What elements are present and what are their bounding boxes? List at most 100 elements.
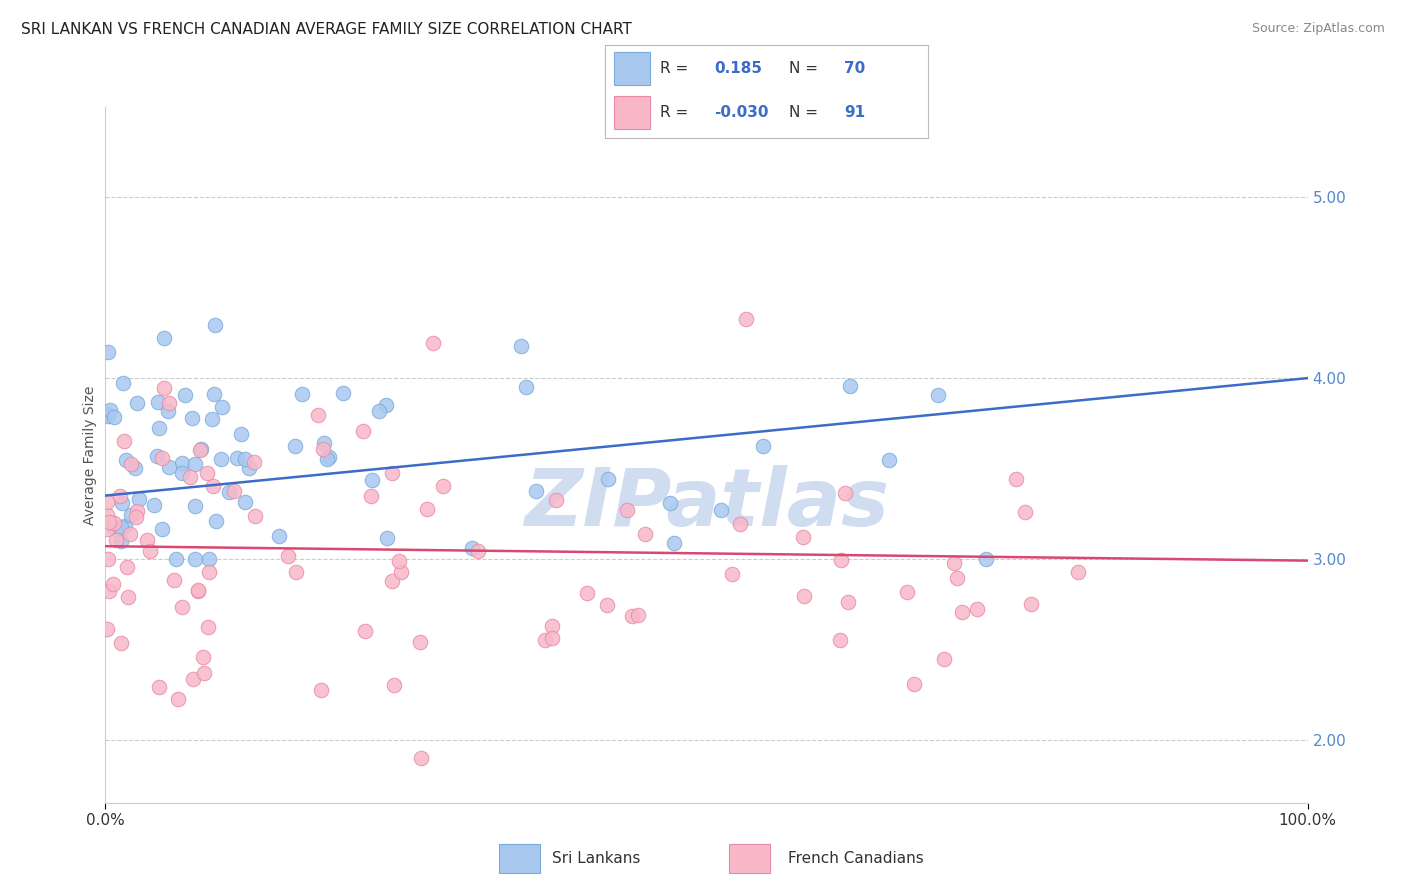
Point xyxy=(167,691,190,706)
Point xyxy=(946,571,969,585)
Point xyxy=(515,380,537,394)
Point xyxy=(730,516,752,531)
Point xyxy=(896,584,918,599)
Point xyxy=(96,522,118,536)
Point xyxy=(837,595,859,609)
Point xyxy=(509,339,531,353)
Bar xyxy=(728,844,770,873)
Point xyxy=(184,551,207,566)
Point xyxy=(165,551,187,566)
Point xyxy=(524,484,547,499)
Point xyxy=(752,438,775,452)
Point xyxy=(98,403,121,417)
Point xyxy=(291,386,314,401)
Point xyxy=(97,552,120,566)
Point xyxy=(120,508,142,522)
Point xyxy=(793,590,815,604)
Point xyxy=(97,515,120,529)
Point xyxy=(104,522,127,536)
Point xyxy=(877,453,900,467)
Point xyxy=(97,409,120,424)
Point xyxy=(634,526,657,541)
Point xyxy=(157,404,180,418)
Point xyxy=(115,560,138,574)
Point xyxy=(110,636,132,650)
Point xyxy=(197,620,219,634)
Point xyxy=(110,519,132,533)
Point xyxy=(143,498,166,512)
Point xyxy=(127,396,149,410)
Point xyxy=(96,345,118,359)
Point xyxy=(181,410,204,425)
Point xyxy=(229,426,252,441)
Point xyxy=(792,531,814,545)
Text: French Canadians: French Canadians xyxy=(787,851,924,866)
Point xyxy=(201,478,224,492)
Point xyxy=(381,467,404,481)
Point xyxy=(110,534,132,549)
Point xyxy=(710,502,733,516)
Point xyxy=(830,553,852,567)
Point xyxy=(409,750,432,764)
Point xyxy=(183,457,205,471)
Point xyxy=(114,518,136,533)
Point xyxy=(312,435,335,450)
Point xyxy=(96,508,118,522)
Point xyxy=(105,533,128,548)
Text: R =: R = xyxy=(659,105,693,120)
Point xyxy=(828,633,851,648)
Point xyxy=(96,622,118,636)
Point xyxy=(190,443,212,458)
Point xyxy=(96,495,118,509)
Point xyxy=(204,514,226,528)
Point xyxy=(204,318,226,332)
Point xyxy=(117,590,139,604)
Point xyxy=(662,535,685,549)
Point xyxy=(368,404,391,418)
Text: R =: R = xyxy=(659,62,693,77)
Point xyxy=(243,455,266,469)
Point xyxy=(191,649,214,664)
Point xyxy=(238,461,260,475)
Point xyxy=(544,493,567,508)
Y-axis label: Average Family Size: Average Family Size xyxy=(83,385,97,524)
Point xyxy=(1014,505,1036,519)
Point xyxy=(226,451,249,466)
Point xyxy=(139,544,162,558)
Point xyxy=(974,551,997,566)
Point xyxy=(381,574,404,588)
Point xyxy=(596,598,619,612)
Point xyxy=(533,632,555,647)
Point xyxy=(198,551,221,566)
Point xyxy=(173,387,195,401)
Point xyxy=(157,396,180,410)
Point xyxy=(153,381,176,395)
Text: N =: N = xyxy=(789,62,823,77)
Point xyxy=(934,652,956,666)
Text: N =: N = xyxy=(789,105,823,120)
Point xyxy=(432,479,454,493)
Text: SRI LANKAN VS FRENCH CANADIAN AVERAGE FAMILY SIZE CORRELATION CHART: SRI LANKAN VS FRENCH CANADIAN AVERAGE FA… xyxy=(21,22,631,37)
Point xyxy=(201,412,224,426)
Point xyxy=(839,379,862,393)
Point xyxy=(183,499,205,513)
Point xyxy=(111,376,134,391)
Point xyxy=(163,573,186,587)
Point xyxy=(125,509,148,524)
Point xyxy=(148,395,170,409)
Point xyxy=(966,601,988,615)
Point xyxy=(170,466,193,480)
Point xyxy=(179,469,201,483)
Point xyxy=(284,439,307,453)
Text: ZIPatlas: ZIPatlas xyxy=(524,465,889,542)
Point xyxy=(277,549,299,563)
Point xyxy=(375,398,398,412)
Text: Source: ZipAtlas.com: Source: ZipAtlas.com xyxy=(1251,22,1385,36)
Point xyxy=(903,677,925,691)
Point xyxy=(332,386,354,401)
Point xyxy=(152,522,174,536)
Point xyxy=(111,496,134,510)
Point xyxy=(307,408,329,422)
Point xyxy=(361,473,384,487)
Point xyxy=(136,533,159,548)
